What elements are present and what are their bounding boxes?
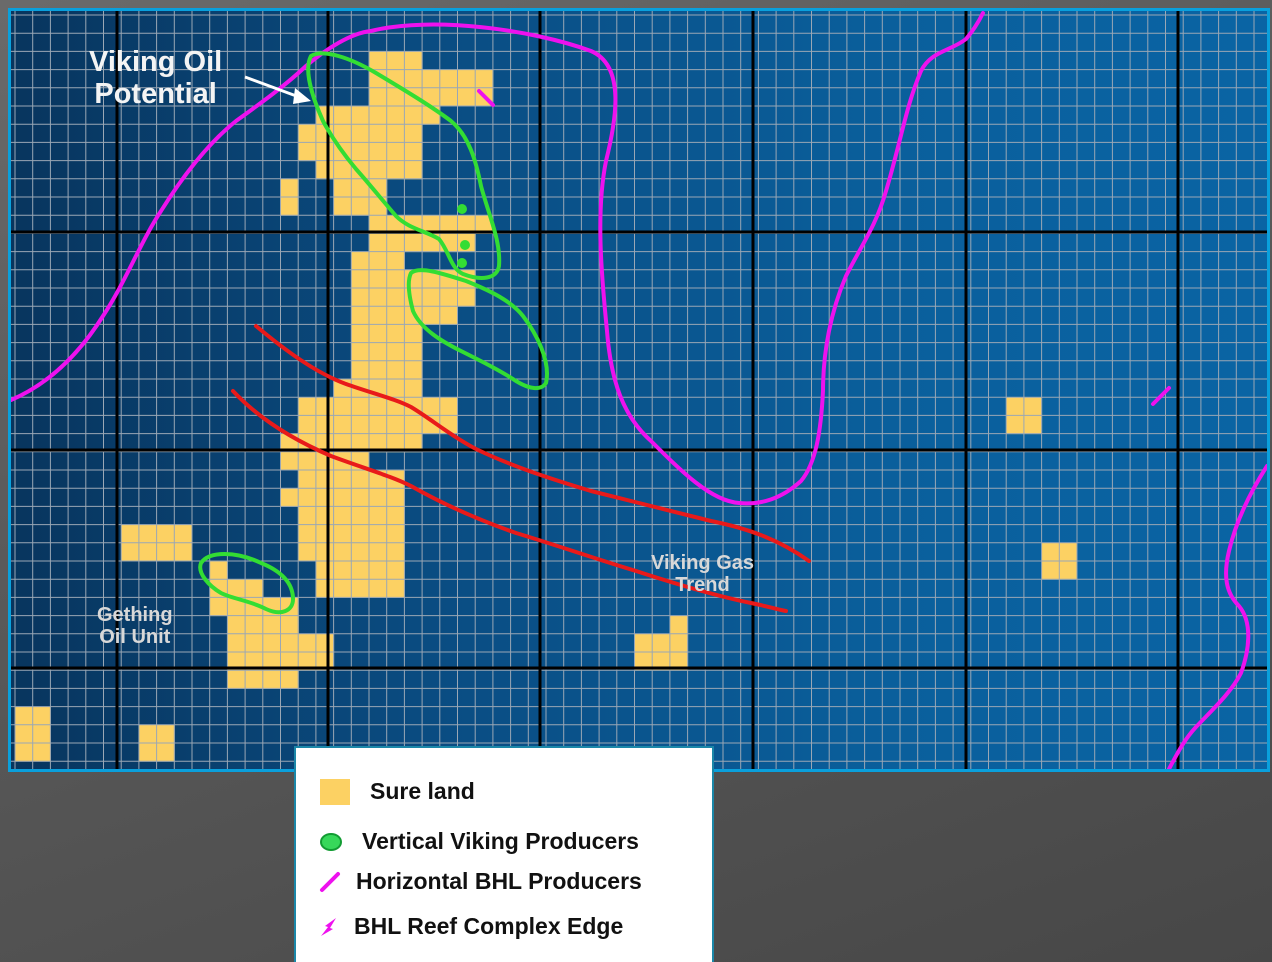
gething-oil-unit-label: Gething Oil Unit bbox=[97, 604, 173, 648]
viking-gas-trend-label: Viking Gas Trend bbox=[651, 552, 754, 596]
legend-item-vertical-producers: Vertical Viking Producers bbox=[320, 828, 639, 855]
map-frame: Viking Oil Potential Gething Oil Unit Vi… bbox=[8, 8, 1270, 772]
viking-gas-label-line-1: Viking Gas bbox=[651, 552, 755, 574]
land-parcel bbox=[209, 561, 228, 580]
land-parcel bbox=[475, 215, 494, 234]
land-swatch-icon bbox=[320, 778, 350, 805]
grid-minor-lines bbox=[11, 11, 1267, 769]
viking-producer-well bbox=[460, 240, 470, 250]
gas-trend-line-upper bbox=[254, 324, 811, 563]
legend-item-sure-land: Sure land bbox=[320, 778, 475, 805]
legend-label-reef-edge: BHL Reef Complex Edge bbox=[354, 913, 624, 939]
map-canvas bbox=[11, 11, 1267, 769]
legend-label-vertical-producers: Vertical Viking Producers bbox=[362, 828, 639, 854]
reef-edge-left bbox=[11, 29, 373, 402]
gething-oil-outline bbox=[198, 552, 295, 615]
horizontal-bhl-producer bbox=[1151, 386, 1171, 406]
reef-edge-right bbox=[1167, 464, 1267, 769]
magenta-squiggle-icon bbox=[321, 917, 336, 936]
legend-item-reef-edge: BHL Reef Complex Edge bbox=[318, 913, 623, 940]
legend-label-horizontal-producers: Horizontal BHL Producers bbox=[356, 868, 642, 894]
viking-oil-outline-north bbox=[306, 51, 502, 280]
arrow-head-icon bbox=[293, 88, 311, 104]
reef-edge-loop bbox=[369, 11, 985, 506]
viking-oil-outline-middle bbox=[406, 268, 549, 390]
gething-label-line-1: Gething bbox=[97, 604, 173, 626]
gething-label-line-2: Oil Unit bbox=[99, 626, 171, 648]
viking-producer-well bbox=[457, 258, 467, 268]
legend-label-sure-land: Sure land bbox=[370, 778, 475, 804]
viking-producer-well bbox=[457, 204, 467, 214]
map-legend: Sure land Vertical Viking Producers Hori… bbox=[294, 746, 714, 962]
viking-oil-potential-label: Viking Oil Potential bbox=[89, 46, 223, 111]
gas-trend-line-lower bbox=[231, 389, 788, 613]
horizontal-bhl-producer bbox=[477, 89, 495, 107]
land-parcel bbox=[280, 488, 299, 507]
green-dot-icon bbox=[320, 832, 342, 851]
magenta-dash-icon bbox=[320, 871, 340, 892]
land-parcel bbox=[669, 615, 689, 635]
viking-oil-label-line-2: Potential bbox=[94, 77, 217, 110]
land-parcel bbox=[351, 251, 405, 307]
legend-item-horizontal-producers: Horizontal BHL Producers bbox=[318, 868, 642, 895]
viking-gas-label-line-2: Trend bbox=[675, 574, 730, 596]
label-pointer-arrow bbox=[244, 75, 300, 99]
viking-oil-label-line-1: Viking Oil bbox=[89, 46, 223, 78]
grid-major-lines bbox=[11, 11, 1267, 769]
land-parcel bbox=[262, 670, 281, 689]
